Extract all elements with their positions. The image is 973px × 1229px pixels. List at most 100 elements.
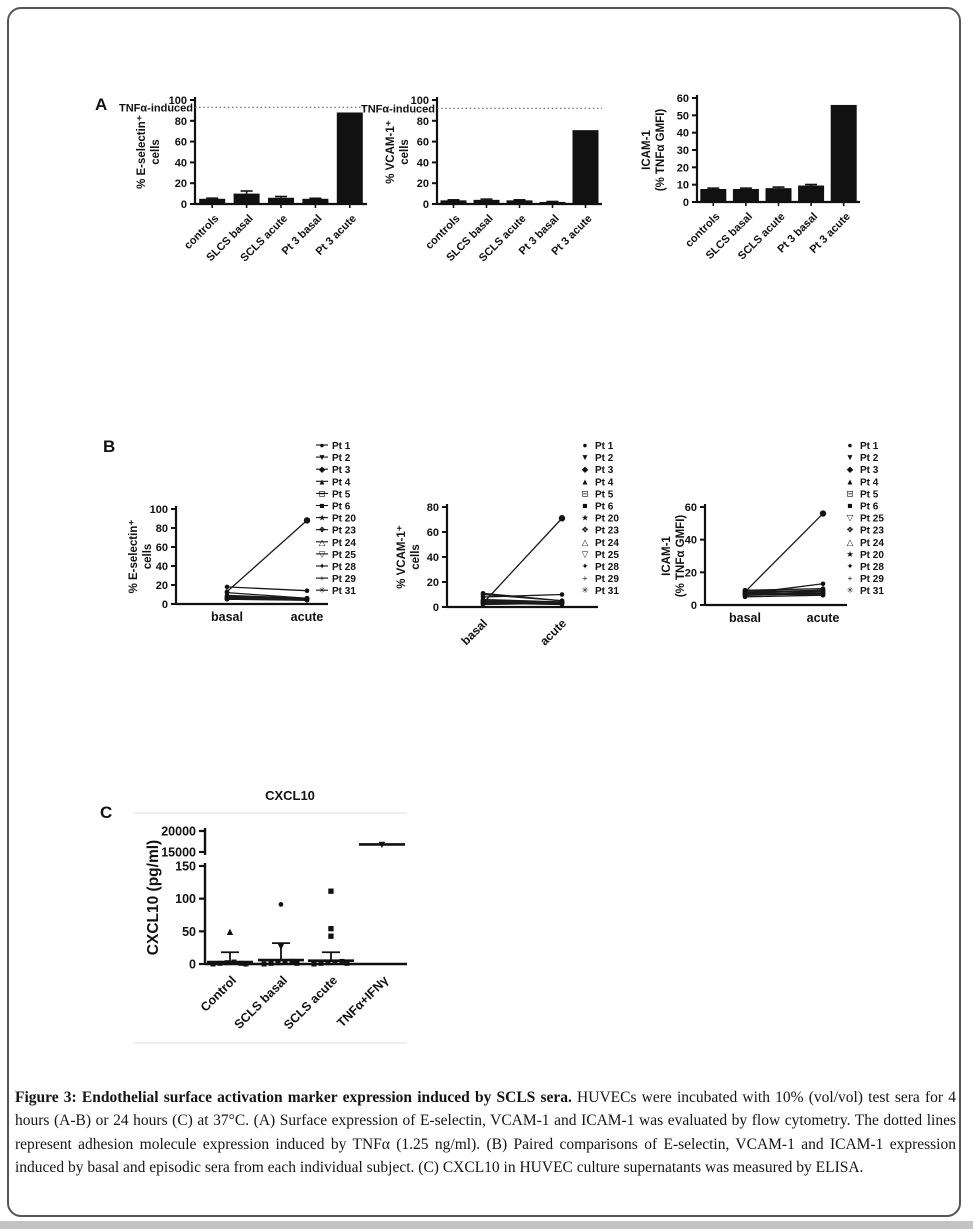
legend-marker-Pt24: △ [319, 537, 326, 547]
legend-marker-Pt20: ★ [581, 513, 589, 523]
legend-marker-Pt6: ■ [582, 501, 587, 511]
legend-marker-Pt28: ✦ [318, 561, 326, 571]
y-tick-label: 0 [181, 199, 187, 211]
legend-marker-Pt23: ❖ [846, 525, 854, 535]
legend-marker-Pt29: + [320, 573, 325, 583]
y-tick-label: 0 [433, 602, 439, 614]
data-point [294, 960, 300, 966]
bar-SLCS basal [233, 193, 260, 204]
data-point-marker: ▼ [377, 839, 388, 851]
legend-marker-Pt2: ▼ [581, 452, 589, 462]
y-tick-label: 0 [423, 199, 429, 211]
legend-marker-Pt4: ▲ [318, 476, 326, 486]
y-tick-label: 100 [175, 892, 196, 906]
legend-marker-Pt29: + [583, 573, 588, 583]
legend-label: Pt 20 [860, 550, 884, 561]
legend-marker-Pt31: ✳ [581, 585, 589, 595]
legend-label: Pt 25 [595, 550, 619, 561]
panel-b-vcam1-paired-chart: 0 20 40 60 80 % VCAM-1⁺ cells basal acute ● Pt 1 ▼ P… [396, 440, 619, 648]
bar-Pt 3 basal [539, 201, 566, 204]
legend-label: Pt 6 [332, 502, 351, 513]
x-category-label: Control [198, 973, 239, 1014]
legend-marker-Pt6: ■ [319, 501, 324, 511]
legend-marker-Pt3: ◆ [319, 464, 326, 474]
y-tick-label: 15000 [161, 846, 196, 860]
data-point [210, 961, 216, 967]
y-axis-label: ICAM-1 [661, 536, 673, 576]
y-tick-label: 150 [175, 860, 196, 874]
data-point [311, 961, 317, 967]
caption-lead: Figure 3: Endothelial surface activation… [15, 1089, 572, 1106]
data-point [332, 959, 338, 965]
x-category-label: basal [211, 610, 243, 624]
legend-label: Pt 1 [332, 441, 351, 452]
y-tick-label: 80 [175, 116, 187, 128]
legend-marker-Pt25: ▽ [847, 513, 854, 523]
legend-label: Pt 31 [595, 586, 619, 597]
legend-label: Pt 5 [332, 489, 351, 500]
legend-label: Pt 4 [860, 477, 879, 488]
legend-marker-Pt1: ● [319, 440, 324, 450]
y-axis-label: cells [150, 139, 162, 165]
legend-label: Pt 29 [332, 574, 356, 585]
legend-marker-Pt2: ▼ [318, 452, 326, 462]
y-tick-label: 100 [150, 504, 168, 516]
bar-SLCS basal [473, 199, 500, 204]
legend-label: Pt 6 [595, 502, 614, 513]
legend-label: Pt 24 [595, 538, 619, 549]
legend-label: Pt 5 [595, 489, 614, 500]
y-axis-label: cells [142, 544, 154, 570]
legend-label: Pt 23 [332, 526, 356, 537]
chart-title: CXCL10 [265, 788, 315, 803]
legend-label: Pt 23 [860, 526, 884, 537]
legend-marker-Pt31: ✳ [318, 585, 326, 595]
y-tick-label: 20 [417, 178, 429, 190]
panel-b-icam1-paired-chart: 0 20 40 60 ICAM-1 (% TNFα GMFI) basal acute ● Pt … [661, 440, 884, 625]
legend-marker-Pt6: ■ [847, 501, 852, 511]
y-tick-label: 0 [683, 197, 689, 209]
legend-label: Pt 1 [595, 441, 614, 452]
data-point [217, 960, 223, 966]
y-axis-label: % VCAM-1⁺ [396, 525, 408, 589]
y-tick-label: 40 [156, 561, 168, 573]
bar-SCLS acute [506, 200, 533, 204]
legend-marker-Pt28: ✦ [846, 561, 854, 571]
x-category-label: acute [807, 611, 840, 625]
legend-label: Pt 25 [332, 550, 356, 561]
legend-marker-Pt28: ✦ [581, 561, 589, 571]
y-tick-label: 60 [677, 93, 689, 105]
legend-label: Pt 24 [860, 538, 884, 549]
legend-label: Pt 4 [332, 477, 351, 488]
y-tick-label: 50 [677, 110, 689, 122]
y-tick-label: 20 [175, 178, 187, 190]
legend-marker-Pt31: ✳ [846, 585, 854, 595]
y-tick-label: 100 [411, 95, 429, 107]
y-axis-label: ICAM-1 [641, 130, 653, 170]
x-category-label: basal [459, 616, 491, 648]
legend-label: Pt 25 [860, 514, 884, 525]
legend-marker-Pt5: ⊟ [318, 488, 325, 498]
data-point [275, 960, 281, 966]
legend-marker-Pt3: ◆ [847, 464, 854, 474]
y-tick-label: 20 [677, 162, 689, 174]
y-tick-label: 60 [417, 137, 429, 149]
legend-marker-Pt1: ● [582, 440, 587, 450]
page-border-frame [7, 7, 961, 1217]
y-axis-label: cells [410, 544, 422, 570]
y-tick-label: 20 [156, 580, 168, 592]
legend-label: Pt 24 [332, 538, 356, 549]
legend-label: Pt 5 [860, 489, 879, 500]
y-axis-label: (% TNFα GMFI) [675, 515, 687, 598]
caption-body: HUVECs were incubated with 10% (vol/vol)… [15, 1089, 956, 1176]
legend-label: Pt 3 [860, 465, 879, 476]
bar-SCLS acute [268, 197, 294, 204]
legend-label: Pt 2 [332, 453, 351, 464]
legend-label: Pt 6 [860, 502, 879, 513]
bar-controls [440, 200, 467, 204]
y-tick-label: 20000 [161, 825, 196, 839]
legend-marker-Pt3: ◆ [582, 464, 589, 474]
y-tick-label: 0 [691, 600, 697, 612]
y-tick-label: 10 [677, 180, 689, 192]
y-tick-label: 60 [156, 542, 168, 554]
